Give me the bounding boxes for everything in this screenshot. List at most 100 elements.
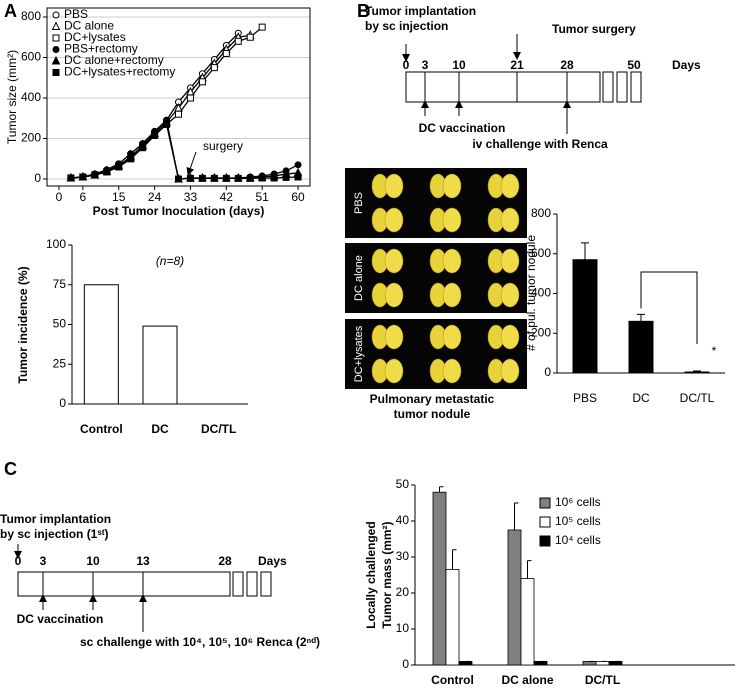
plot-frame <box>46 7 311 187</box>
legend-symbol <box>539 516 551 528</box>
point <box>163 120 171 128</box>
point <box>222 49 230 57</box>
bar <box>533 661 548 666</box>
lung-lobe <box>384 282 404 308</box>
y-tick-label: 600 <box>21 50 41 64</box>
timeline-event: Tumor surgery <box>552 22 636 36</box>
annotation-arrow <box>186 151 197 176</box>
point <box>210 174 218 182</box>
legend-label: DC alone <box>64 19 114 33</box>
bar <box>520 578 535 666</box>
y-tick-label: 0 <box>402 657 409 671</box>
point <box>198 78 206 86</box>
legend-symbol <box>52 69 60 76</box>
point <box>175 175 182 183</box>
bar <box>582 661 597 666</box>
point <box>198 174 206 182</box>
error-bar <box>637 313 645 322</box>
timeline-day: 3 <box>422 58 429 72</box>
lung-lobe <box>442 282 462 308</box>
lung-lobe <box>384 248 404 274</box>
y-tick-label: 25 <box>53 356 67 370</box>
timeline-unit: Days <box>258 554 287 568</box>
bar <box>684 371 710 374</box>
y-tick-label: 50 <box>53 317 67 331</box>
error-bar <box>439 486 444 493</box>
y-tick-label: 400 <box>531 286 551 300</box>
error-bar <box>693 370 701 373</box>
point <box>294 173 302 181</box>
lung-lobe <box>500 324 520 350</box>
bar <box>628 320 654 374</box>
error-bar <box>581 242 589 260</box>
lung-lobe <box>500 173 520 199</box>
point <box>222 174 230 182</box>
timeline-event: DC vaccination <box>419 121 506 135</box>
timeline-break <box>260 571 272 597</box>
annotation: * <box>712 344 717 358</box>
bar <box>507 529 522 666</box>
bar <box>83 284 119 405</box>
point <box>234 174 242 182</box>
y-tick-label: 800 <box>21 9 41 23</box>
timeline-event: DC vaccination <box>17 612 104 626</box>
timeline-day: 28 <box>218 554 232 568</box>
timeline-event: sc challenge with 10⁴, 10⁵, 10⁶ Renca (2… <box>80 635 320 649</box>
bar <box>142 325 178 405</box>
legend-symbol <box>51 55 61 65</box>
point <box>258 23 266 31</box>
bar <box>608 661 623 666</box>
timeline-break <box>602 71 614 103</box>
lung-lobe <box>384 173 404 199</box>
point <box>115 163 123 171</box>
x-tick-label: DC <box>151 422 169 436</box>
point <box>246 174 254 182</box>
legend-symbol <box>52 46 60 53</box>
y-tick-label: 0 <box>544 365 551 379</box>
timeline-break <box>630 71 642 103</box>
error-bar <box>527 560 532 579</box>
y-axis-label: Locally challenged <box>364 521 378 628</box>
timeline-bar <box>17 571 231 597</box>
x-tick-label: PBS <box>573 391 597 405</box>
bar <box>572 259 598 374</box>
x-tick-label: Control <box>80 422 123 436</box>
y-tick-label: 50 <box>396 477 410 491</box>
point <box>210 64 218 72</box>
point <box>270 174 278 182</box>
lung-lobe <box>384 207 404 233</box>
bar <box>445 569 460 666</box>
y-tick-label: 200 <box>531 325 551 339</box>
legend-label: PBS <box>64 7 88 21</box>
legend-label: 10⁶ cells <box>555 495 601 509</box>
point <box>258 174 266 182</box>
timeline-day: 3 <box>40 554 47 568</box>
image-row-label: PBS <box>353 192 365 214</box>
timeline-day: 28 <box>560 58 574 72</box>
x-tick-label: Control <box>431 673 474 687</box>
legend-symbol <box>52 11 60 19</box>
point <box>151 131 159 139</box>
significance-bracket <box>640 271 698 344</box>
y-tick-label: 75 <box>53 277 67 291</box>
timeline-title: Tumor implantation <box>365 4 476 18</box>
error-bar <box>514 502 519 530</box>
x-tick-label: DC <box>632 391 650 405</box>
y-axis-label: Tumor incidence (%) <box>16 266 30 383</box>
point <box>186 94 194 102</box>
x-tick-label: 24 <box>148 190 162 204</box>
timeline-day: 10 <box>452 58 466 72</box>
y-tick-label: 40 <box>396 513 410 527</box>
point <box>103 168 111 176</box>
y-tick-label: 100 <box>46 237 66 251</box>
lung-lobe <box>500 207 520 233</box>
legend-label: PBS+rectomy <box>64 42 138 56</box>
lung-lobe <box>384 324 404 350</box>
point <box>175 110 182 118</box>
lung-lobe <box>384 358 404 384</box>
lung-lobe <box>442 207 462 233</box>
y-tick-label: 0 <box>59 396 66 410</box>
point <box>294 161 302 169</box>
timeline-title: by sc injection <box>365 19 448 33</box>
